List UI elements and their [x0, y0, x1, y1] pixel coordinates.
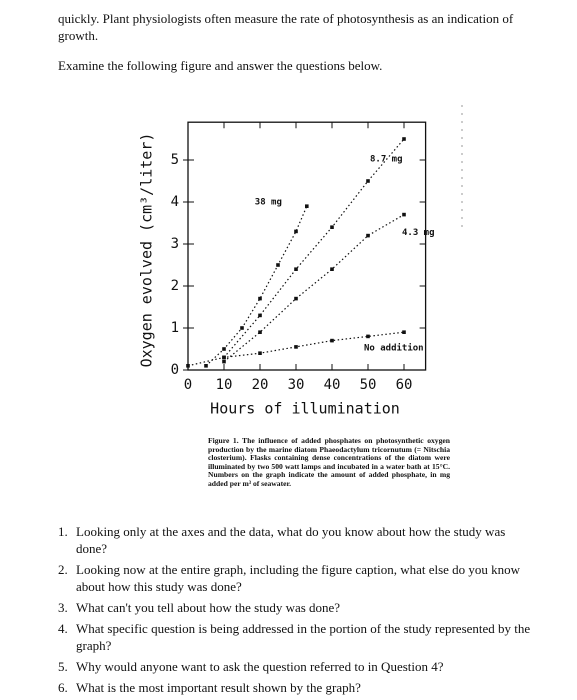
y-tick-label: 2 [171, 278, 179, 294]
y-tick-label: 1 [171, 320, 179, 336]
data-point [222, 347, 226, 351]
question: 3. What can't you tell about how the stud… [58, 599, 538, 616]
question-text: What can't you tell about how the study … [76, 600, 341, 615]
data-point [402, 212, 406, 217]
data-point [330, 225, 334, 229]
question-list: 1. Looking only at the axes and the data,… [58, 523, 538, 700]
question: 5. Why would anyone want to ask the quest… [58, 658, 538, 675]
question-text: Looking now at the entire graph, includi… [76, 562, 521, 594]
chart: Hours of illumination Oxygen evolved (cm… [138, 105, 463, 418]
question-text: What is the most important result shown … [76, 680, 361, 695]
data-point [294, 267, 298, 271]
question: 4. What specific question is being addres… [58, 620, 538, 654]
y-tick-label: 3 [171, 236, 179, 252]
data-point [258, 313, 262, 318]
question-text: Looking only at the axes and the data, w… [76, 524, 506, 556]
data-point [294, 345, 298, 349]
series-label: No addition [364, 343, 424, 354]
question-number: 2. [58, 562, 68, 577]
y-axis-label: Oxygen evolved (cm³/liter) [138, 133, 156, 368]
data-point [258, 296, 262, 301]
data-point [366, 179, 370, 183]
data-point [276, 263, 280, 267]
x-tick-label: 10 [216, 377, 233, 393]
question-text: What specific question is being addresse… [76, 621, 531, 653]
data-point [402, 137, 406, 141]
x-tick-label: 30 [288, 377, 305, 393]
question-number: 5. [58, 659, 68, 674]
data-point [330, 267, 334, 271]
figure-caption: Figure 1. The influence of added phospha… [208, 436, 450, 488]
data-point [402, 330, 406, 334]
data-point [294, 296, 298, 301]
intro-text: Examine the following figure and answer … [58, 58, 383, 73]
data-point [258, 351, 262, 355]
plot-frame [187, 121, 427, 371]
data-point [186, 364, 190, 368]
data-point [366, 334, 370, 339]
x-tick-label: 20 [252, 377, 269, 393]
series-line [223, 214, 405, 363]
x-tick-label: 60 [396, 377, 413, 393]
question-number: 3. [58, 600, 68, 615]
question: 2. Looking now at the entire graph, inclu… [58, 561, 538, 595]
series-line [223, 138, 405, 358]
series-line [205, 205, 308, 367]
y-tick-label: 5 [171, 152, 179, 168]
x-tick-label: 40 [324, 377, 341, 393]
question: 6. What is the most important result show… [58, 679, 538, 696]
y-tick-label: 0 [171, 362, 179, 378]
data-point [305, 204, 309, 208]
data-point [258, 330, 262, 334]
data-point [330, 338, 334, 343]
data-point [294, 229, 298, 234]
data-point [222, 355, 226, 360]
x-axis-label: Hours of illumination [210, 400, 400, 418]
series-label: 8.7 mg [370, 155, 403, 165]
question-number: 4. [58, 621, 68, 636]
series-label: 4.3 mg [402, 228, 435, 238]
data-point [222, 359, 226, 364]
x-tick-label: 0 [184, 377, 192, 393]
y-tick-label: 4 [171, 194, 179, 210]
question-number: 6. [58, 680, 68, 695]
question: 1. Looking only at the axes and the data,… [58, 523, 538, 557]
data-point [204, 364, 208, 368]
data-point [366, 233, 370, 238]
data-point [240, 326, 244, 330]
question-number: 1. [58, 524, 68, 539]
series-label: 38 mg [255, 198, 282, 208]
intro-text: quickly. Plant physiologists often measu… [58, 11, 514, 43]
question-text: Why would anyone want to ask the questio… [76, 659, 444, 674]
x-tick-label: 50 [360, 377, 377, 393]
